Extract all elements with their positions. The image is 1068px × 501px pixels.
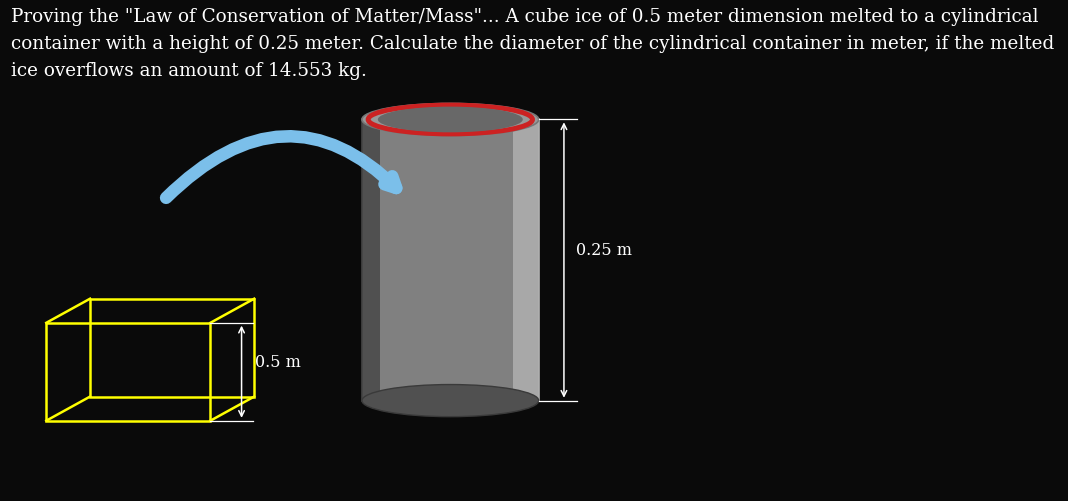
Polygon shape — [362, 120, 538, 401]
Text: Proving the "Law of Conservation of Matter/Mass"... A cube ice of 0.5 meter dime: Proving the "Law of Conservation of Matt… — [11, 8, 1054, 80]
Polygon shape — [362, 120, 380, 401]
Ellipse shape — [362, 385, 538, 417]
Text: 0.5 m: 0.5 m — [255, 354, 301, 370]
Text: 0.25 m: 0.25 m — [576, 242, 631, 259]
Polygon shape — [514, 120, 538, 401]
FancyArrowPatch shape — [167, 137, 396, 198]
Ellipse shape — [378, 107, 522, 133]
Ellipse shape — [362, 104, 538, 136]
